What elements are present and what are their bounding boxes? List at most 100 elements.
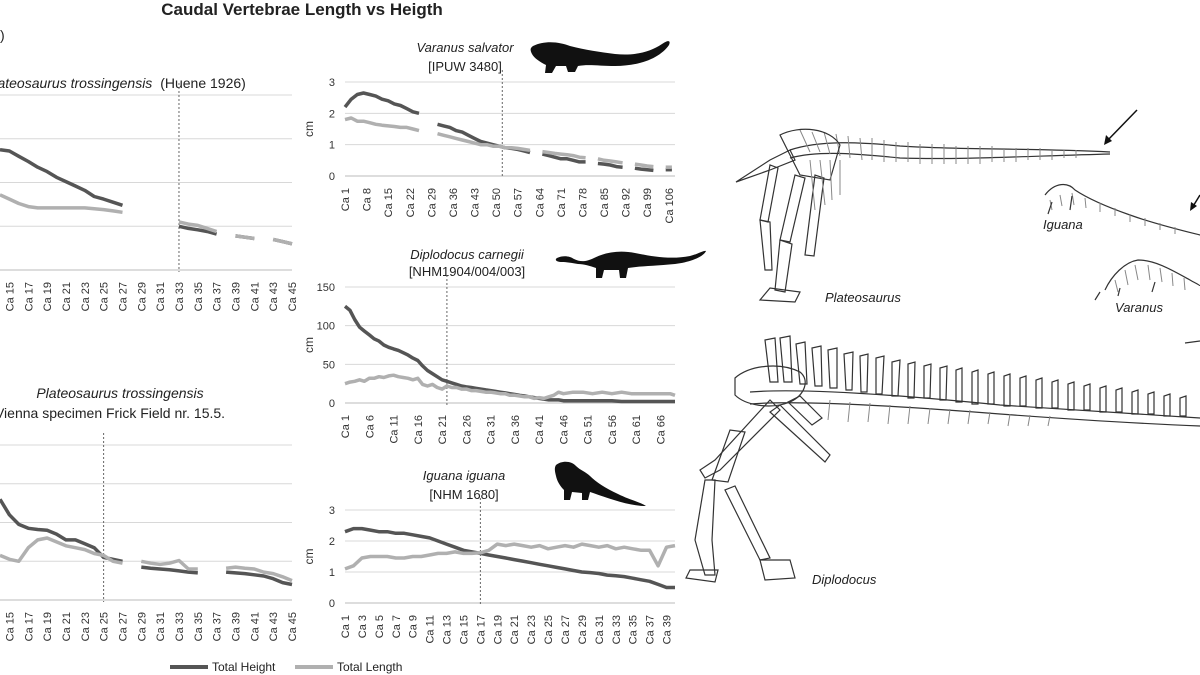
monitor-lizard-silhouette-icon — [530, 41, 670, 73]
x-tick-label: Ca 41 — [249, 612, 261, 641]
x-tick-label: Ca 16 — [413, 415, 425, 444]
iguana-subtitle: [NHM 1680] — [429, 487, 498, 502]
series-line-total-length — [634, 162, 654, 169]
chart-diplodocus: 0 50 100 150 cm Ca 1 Ca 6 Ca 11 Ca 16 Ca 21 Ca 26 C… — [302, 275, 676, 444]
plateo-huene-title-italic: Plateosaurus trossingensis — [0, 75, 152, 91]
x-tick-label: Ca 1 — [340, 415, 352, 438]
y-axis-label: cm — [302, 121, 316, 137]
x-tick-label: Ca 21 — [61, 282, 73, 311]
x-tick-label: Ca 29 — [136, 282, 148, 311]
iguana-silhouette-icon — [554, 461, 646, 506]
x-tick-label: Ca 11 — [425, 615, 437, 644]
x-tick-label: Ca 36 — [510, 415, 522, 444]
diplodocus-title: Diplodocus carnegii — [410, 247, 525, 262]
x-tick-label: Ca 37 — [645, 615, 657, 644]
x-tick-label: Ca 15 — [383, 188, 395, 217]
x-tick-label: Ca 19 — [42, 612, 54, 641]
series-line-total-height — [343, 304, 675, 404]
y-tick-label: 50 — [323, 359, 335, 371]
x-tick-label: Ca 15 — [458, 615, 470, 644]
x-tick-label: Ca 71 — [556, 188, 568, 217]
y-tick-label: 0 — [329, 171, 335, 183]
x-tick-label: Ca 25 — [99, 612, 111, 641]
x-tick-label: Ca 23 — [80, 612, 92, 641]
x-tick-label: Ca 22 — [405, 188, 417, 217]
x-tick-label: Ca 37 — [212, 612, 224, 641]
x-tick-label: Ca 29 — [577, 615, 589, 644]
varanus-subtitle: [IPUW 3480] — [428, 59, 502, 74]
series-line-total-length — [597, 157, 623, 165]
x-tick-label: Ca 45 — [287, 282, 299, 311]
x-tick-label: Ca 92 — [621, 188, 633, 217]
series-line-total-height — [0, 147, 124, 207]
skeleton-fragment — [1184, 340, 1200, 344]
x-tick-label: Ca 106 — [664, 188, 676, 223]
series-line-total-height — [597, 161, 623, 169]
x-tick-label: Ca 6 — [364, 415, 376, 438]
x-tick-label: Ca 8 — [362, 188, 374, 211]
x-tick-label: Ca 11 — [389, 415, 401, 444]
series-line-total-length — [0, 193, 123, 215]
x-tick-label: Ca 27 — [560, 615, 572, 644]
plateo-huene-title: Plateosaurus trossingensis (Huene 1926) — [0, 75, 246, 91]
x-tick-label: Ca 5 — [374, 615, 386, 638]
x-tick-label: Ca 21 — [509, 615, 521, 644]
figure-title: Caudal Vertebrae Length vs Heigth — [161, 0, 443, 19]
x-tick-label: Ca 23 — [80, 282, 92, 311]
plateo-frick-subtitle: Vienna specimen Frick Field nr. 15.5. — [0, 405, 225, 421]
series-line-total-height — [634, 166, 654, 173]
diplodocus-skeleton — [685, 335, 1200, 583]
series-line-total-length — [235, 234, 255, 241]
x-tick-label: Ca 41 — [534, 415, 546, 444]
x-tick-label: Ca 29 — [426, 188, 438, 217]
plateo-huene-title-plain: (Huene 1926) — [160, 75, 246, 91]
x-tick-label: Ca 31 — [594, 615, 606, 644]
y-tick-label: 3 — [329, 77, 335, 89]
series-line-total-length — [140, 558, 198, 571]
x-tick-label: Ca 21 — [437, 415, 449, 444]
series-line-total-height — [178, 224, 218, 236]
x-tick-label: Ca 13 — [442, 615, 454, 644]
diplodocus-label: Diplodocus — [812, 572, 877, 587]
x-tick-label: Ca 35 — [193, 612, 205, 641]
series-line-total-length — [272, 237, 293, 246]
x-tick-label: Ca 39 — [230, 612, 242, 641]
diplodocus-subtitle: [NHM1904/004/003] — [409, 264, 525, 279]
x-tick-label: Ca 7 — [391, 615, 403, 638]
x-tick-label: Ca 37 — [212, 282, 224, 311]
x-tick-label: Ca 27 — [117, 612, 129, 641]
x-tick-label: Ca 29 — [136, 612, 148, 641]
x-tick-label: Ca 56 — [607, 415, 619, 444]
x-tick-label: Ca 61 — [631, 415, 643, 444]
y-tick-label: 0 — [329, 398, 335, 410]
x-tick-label: Ca 17 — [23, 282, 35, 311]
x-tick-label: Ca 15 — [4, 282, 16, 311]
x-tick-label: Ca 31 — [486, 415, 498, 444]
x-tick-label: Ca 51 — [583, 415, 595, 444]
x-tick-label: Ca 99 — [642, 188, 654, 217]
x-tick-label: Ca 25 — [543, 615, 555, 644]
sauropod-silhouette-icon — [555, 250, 706, 278]
x-tick-label: Ca 43 — [470, 188, 482, 217]
x-tick-label: Ca 9 — [408, 615, 420, 638]
x-tick-label: Ca 57 — [513, 188, 525, 217]
x-tick-label: Ca 33 — [174, 612, 186, 641]
y-tick-label: 0 — [329, 598, 335, 610]
y-axis-label: cm — [302, 337, 316, 353]
y-tick-label: 1 — [329, 567, 335, 579]
x-tick-label: Ca 1 — [340, 615, 352, 638]
x-tick-label: Ca 31 — [155, 282, 167, 311]
series-line-total-length — [437, 132, 531, 153]
x-tick-label: Ca 19 — [492, 615, 504, 644]
x-tick-label: Ca 43 — [268, 282, 280, 311]
x-tick-label: Ca 39 — [662, 615, 674, 644]
x-tick-label: Ca 1 — [340, 188, 352, 211]
iguana-skeleton — [1044, 184, 1200, 236]
legend: Total Height Total Length — [170, 660, 402, 674]
y-tick-label: 1 — [329, 140, 335, 152]
plateosaurus-skeleton — [735, 109, 1138, 303]
y-tick-label: 2 — [329, 108, 335, 120]
series-line-total-length — [344, 116, 420, 133]
x-tick-label: Ca 36 — [448, 188, 460, 217]
chart-plateo-huene: Ca 15 Ca 17 Ca 19 Ca 21 Ca 23 Ca 25 Ca 27 Ca 29… — [0, 83, 299, 311]
